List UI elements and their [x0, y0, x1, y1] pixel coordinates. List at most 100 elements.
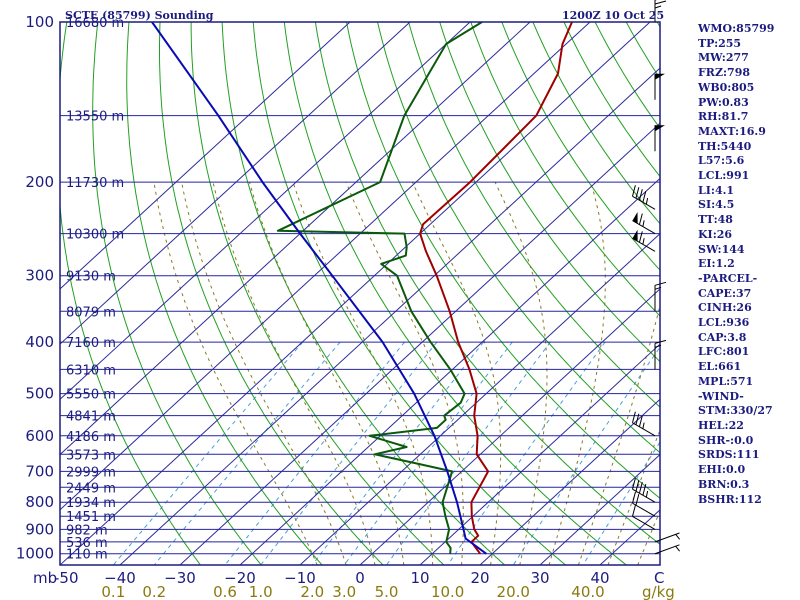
index-row: PW:0.83 [698, 95, 749, 109]
dewpoint-line [276, 22, 483, 554]
wind-barb [654, 73, 665, 100]
mixing-ratio-line [311, 341, 484, 565]
wind-barb [654, 544, 680, 555]
index-row: STM:330/27 [698, 404, 773, 418]
isotherm [239, 177, 660, 565]
wind-barb [632, 211, 656, 235]
isotherm [119, 67, 660, 565]
isotherm [419, 343, 660, 565]
chart-datetime: 1200Z 10 Oct 25 [562, 9, 664, 22]
index-row: EL:661 [698, 360, 742, 374]
index-row: MPL:571 [698, 374, 754, 388]
pressure-tick-label: 100 [25, 13, 54, 31]
isotherm [60, 22, 591, 511]
height-label: 110 m [66, 548, 108, 563]
parcel-line [151, 22, 487, 555]
height-label: 13550 m [66, 110, 124, 125]
moist-adiabat [153, 182, 318, 565]
dry-adiabat [439, 22, 660, 363]
mixing-ratio-line [447, 341, 606, 565]
moist-adiabat [345, 181, 464, 565]
wind-barb [654, 339, 667, 370]
plot-area [60, 22, 660, 565]
mixing-ratio-unit: g/kg [642, 583, 675, 600]
mixing-ratio-label: 2.0 [300, 583, 324, 600]
isotherm [299, 232, 660, 565]
temperature-tick-label: 0 [355, 569, 365, 587]
pressure-tick-label: 200 [25, 173, 54, 191]
dry-adiabat [60, 22, 201, 565]
isotherm [60, 22, 351, 290]
pressure-tick-label: 1000 [16, 545, 54, 563]
height-label: 4841 m [66, 410, 116, 425]
index-row: CAPE:37 [698, 286, 752, 300]
height-label: 9130 m [66, 270, 116, 285]
mixing-ratio-line [386, 341, 551, 565]
height-label: 11730 m [66, 176, 124, 191]
height-label: 1451 m [66, 510, 116, 525]
height-label: 5550 m [66, 388, 116, 403]
temperature-tick-label: −30 [164, 569, 196, 587]
dry-adiabat [221, 22, 506, 565]
dry-adiabat [346, 22, 660, 499]
index-row: LCL:936 [698, 316, 750, 330]
moist-adiabat [411, 181, 502, 565]
moist-adiabat [577, 303, 660, 565]
pressure-tick-label: 300 [25, 267, 54, 285]
height-label: 4186 m [66, 430, 116, 445]
isotherm [479, 398, 660, 565]
isotherm [60, 22, 531, 456]
index-row: CINH:26 [698, 301, 752, 315]
wind-barb [654, 281, 667, 312]
dry-adiabat [470, 22, 660, 317]
pressure-tick-label: 700 [25, 462, 54, 480]
height-label: 10300 m [66, 228, 124, 243]
temperature-line [419, 22, 573, 555]
index-row: TP:255 [698, 36, 742, 50]
moist-adiabat [249, 181, 405, 565]
mixing-ratio-label: 0.6 [213, 583, 237, 600]
chart-title: SCTE (85799) Sounding [65, 9, 214, 22]
index-row: SRDS:111 [698, 448, 760, 462]
index-row: KI:26 [698, 227, 733, 241]
mixing-ratio-label: 0.1 [101, 583, 125, 600]
index-row: TH:5440 [698, 139, 752, 153]
mixing-ratio-line [512, 346, 660, 565]
index-row: CAP:3.8 [698, 330, 747, 344]
index-row: WB0:805 [698, 80, 755, 94]
index-row: -WIND- [698, 389, 744, 403]
mixing-ratio-line [112, 341, 304, 565]
wind-barb [654, 532, 680, 543]
mixing-ratio-label: 40.0 [571, 583, 604, 600]
isotherm [60, 22, 411, 345]
temperature-tick-label: 10 [410, 569, 429, 587]
dry-adiabat [252, 22, 566, 565]
index-row: LI:4.1 [698, 183, 735, 197]
height-label: 16680 m [66, 16, 124, 31]
mixing-ratio-line [153, 341, 341, 565]
index-row: LFC:801 [698, 345, 750, 359]
dry-adiabat [314, 22, 660, 545]
index-row: -PARCEL- [698, 271, 758, 285]
pressure-tick-label: 900 [25, 520, 54, 538]
temperature-tick-label: −40 [104, 569, 136, 587]
moist-adiabat [292, 181, 434, 565]
wind-barb [631, 185, 656, 210]
indices-panel: WMO:85799 TP:255 MW:277 FRZ:798 WB0:805 PW:0.… [698, 22, 798, 507]
dry-adiabat [501, 22, 660, 271]
wind-barb [654, 0, 667, 22]
wind-barb [632, 229, 656, 252]
height-label: 536 m [66, 536, 108, 551]
index-row: BSHR:112 [698, 492, 762, 506]
wind-barb [654, 125, 665, 152]
height-label: 1934 m [66, 496, 116, 511]
height-label: 2449 m [66, 481, 116, 496]
index-row: HEL:22 [698, 418, 744, 432]
mixing-ratio-label: 0.2 [142, 583, 166, 600]
isotherm [179, 122, 660, 565]
height-label: 6310 m [66, 363, 116, 378]
temperature-tick-label: 30 [530, 569, 549, 587]
mixing-ratio-label: 5.0 [375, 583, 399, 600]
dry-adiabat [190, 22, 445, 565]
